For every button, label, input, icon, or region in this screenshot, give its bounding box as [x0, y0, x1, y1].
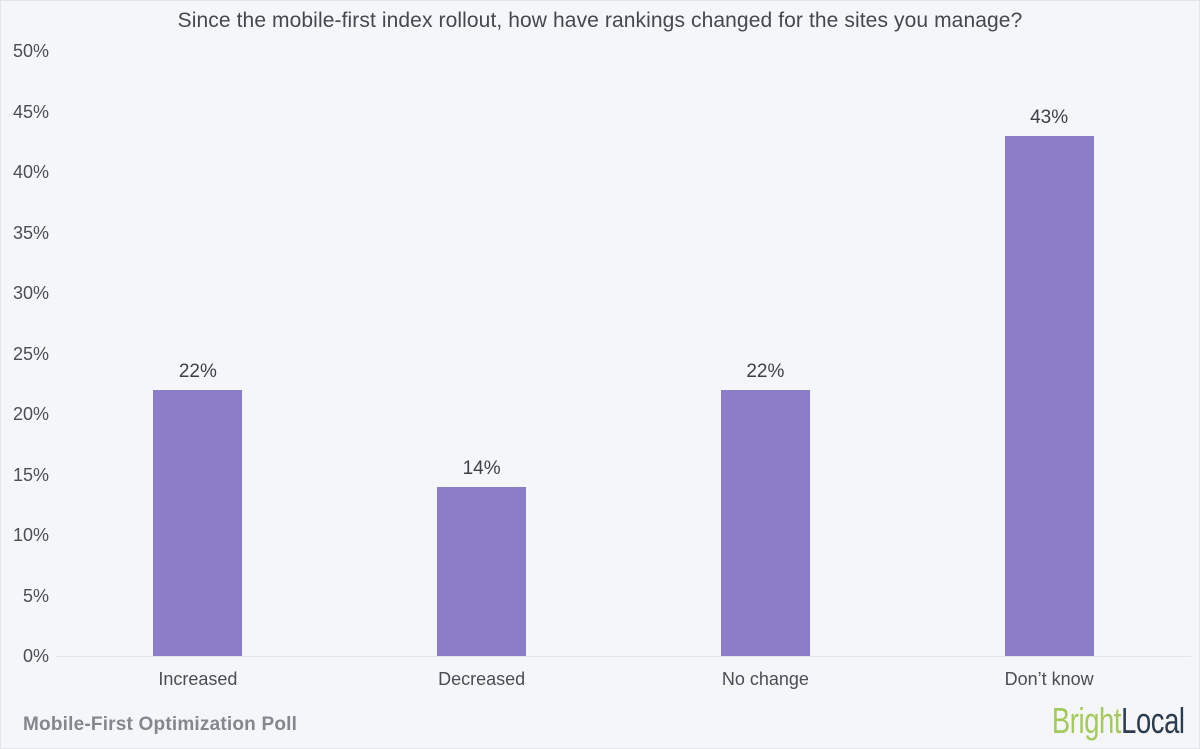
- bar-increased: [153, 389, 243, 656]
- bar-value-label-no-change: 22%: [746, 360, 785, 382]
- x-label-don-t-know: Don’t know: [1004, 669, 1094, 689]
- y-tick-label-15: 15%: [12, 464, 49, 485]
- chart-caption: Mobile-First Optimization Poll: [23, 714, 298, 735]
- bar-value-label-increased: 22%: [178, 360, 217, 382]
- x-label-decreased: Decreased: [438, 669, 526, 689]
- y-tick-label-10: 10%: [12, 525, 49, 545]
- bar-decreased: [437, 486, 527, 656]
- bar-group-increased: 22%: [56, 51, 340, 656]
- x-label-increased: Increased: [158, 669, 238, 689]
- bar-value-label-don-t-know: 43%: [1030, 106, 1069, 128]
- y-axis: 0% 5% 10% 15% 20% 25% 30% 35% 40% 45% 50%: [1, 42, 49, 665]
- plot-area: 22% 14% 22% 43%: [56, 51, 1191, 657]
- y-tick-label-0: 0%: [22, 646, 49, 666]
- chart-title: Since the mobile-first index rollout, ho…: [177, 9, 1023, 32]
- y-tick-label-40: 40%: [12, 162, 49, 182]
- y-tick-label-35: 35%: [12, 222, 49, 243]
- logo-text-local: Local: [1121, 700, 1185, 741]
- y-tick-label-30: 30%: [12, 283, 49, 303]
- brightlocal-logo: BrightLocal: [1052, 700, 1185, 742]
- x-axis-labels: Increased Decreased No change Don’t know: [56, 669, 1191, 690]
- y-tick-label-20: 20%: [12, 404, 49, 424]
- logo-text-bright: Bright: [1052, 700, 1122, 741]
- y-tick-label-50: 50%: [12, 41, 49, 61]
- bar-group-don-t-know: 43%: [907, 51, 1191, 656]
- y-tick-label-45: 45%: [12, 101, 49, 122]
- bar-no-change: [720, 389, 810, 656]
- bar-don-t-know: [1004, 135, 1094, 656]
- bar-group-decreased: 14%: [340, 51, 624, 656]
- bar-value-label-decreased: 14%: [462, 457, 501, 479]
- x-label-no-change: No change: [721, 669, 809, 689]
- y-tick-label-5: 5%: [22, 585, 49, 606]
- y-tick-label-25: 25%: [12, 343, 49, 364]
- bar-group-no-change: 22%: [624, 51, 908, 656]
